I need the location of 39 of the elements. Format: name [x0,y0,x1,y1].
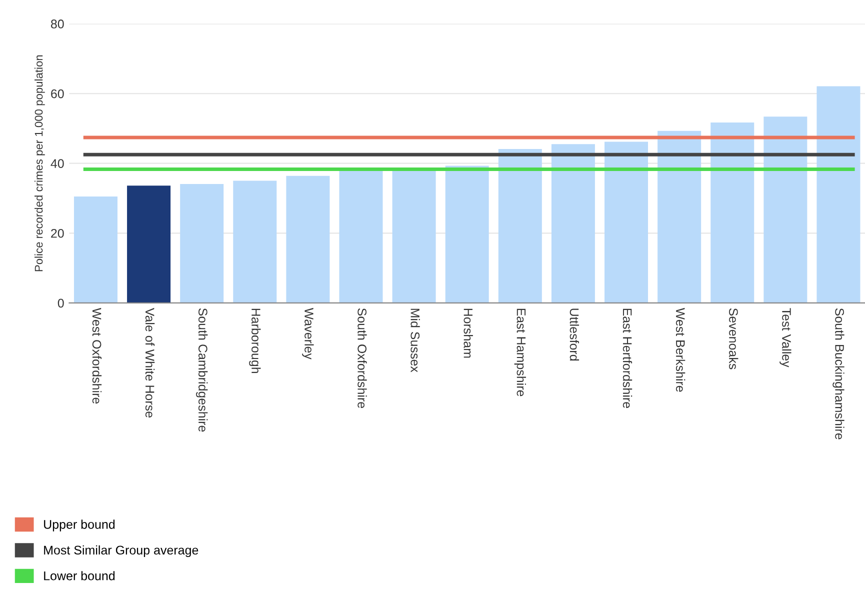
x-tick-label: Vale of White Horse [145,308,155,418]
bar [180,184,224,303]
legend-label: Upper bound [44,520,115,532]
bar [339,170,383,303]
bar [604,142,648,303]
bar [445,166,489,303]
x-tick-label: Harborough [249,308,261,374]
bar [764,116,808,303]
x-tick-label: South Oxfordshire [358,308,367,408]
legend-label: Most Similar Group average [44,545,198,558]
bar [816,86,860,303]
x-tick-label: Horsham [464,308,473,358]
x-tick-label: Sevenoaks [729,308,738,370]
x-tick-label: South Buckinghamshire [832,308,844,440]
y-axis-title: Police recorded crimes per 1,000 population [34,55,45,272]
bar [551,144,595,303]
bar [392,170,436,303]
y-tick-label: 80 [50,20,64,28]
bar [127,186,171,303]
bar [658,130,702,303]
x-tick-label: South Cambridgeshire [196,308,208,432]
x-tick-label: West Berkshire [676,308,686,392]
bar [233,180,277,303]
x-tick-label: West Oxfordshire [92,308,102,404]
x-tick-label: Mid Sussex [410,308,420,372]
y-tick-label: 60 [51,89,64,98]
x-tick-label: East Hampshire [514,308,526,396]
x-tick-label: Uttlesford [570,308,580,360]
x-tick-label: Test Valley [780,308,792,368]
legend-label: Lower bound [44,571,115,580]
bar [74,196,118,303]
bar [286,176,330,303]
y-tick-label: 0 [58,298,64,308]
x-tick-label: Waverley [302,308,314,360]
x-tick-label: East Hertfordshire [622,308,632,408]
bar [498,149,542,303]
bar [710,122,754,303]
y-tick-label: 40 [50,159,64,168]
y-tick-label: 20 [51,228,64,238]
